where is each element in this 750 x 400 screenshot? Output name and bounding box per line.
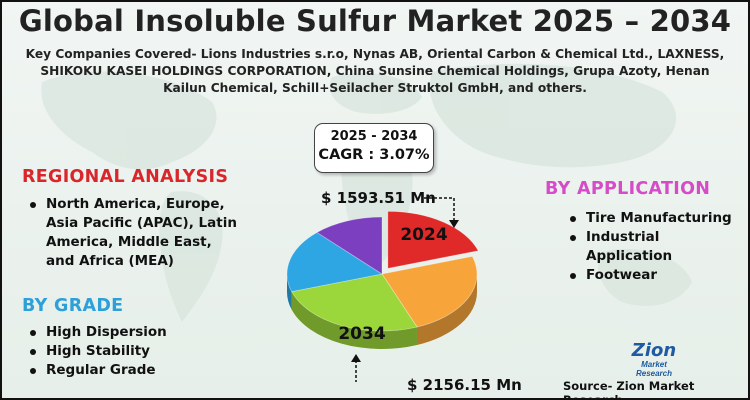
zion-logo: Zion Market Research: [622, 340, 686, 379]
callout-arrow-2034: [351, 354, 361, 362]
list-item: Regular Grade: [28, 361, 228, 380]
value-2034-label: $ 2156.15 Mn: [407, 376, 522, 394]
pie-slice: [381, 255, 478, 328]
pie-slice-side: [416, 274, 477, 345]
list-item: North America, Europe, Asia Pacific (APA…: [28, 195, 243, 271]
by-application-title: BY APPLICATION: [545, 179, 711, 199]
year-2034-label: 2034: [338, 324, 385, 344]
list-item: Footwear: [568, 266, 738, 285]
cagr-box: 2025 - 2034 CAGR : 3.07%: [314, 123, 434, 173]
grade-list: High Dispersion High Stability Regular G…: [28, 323, 228, 380]
application-list: Tire Manufacturing Industrial Applicatio…: [568, 209, 738, 285]
callout-arrow-2024: [449, 220, 459, 228]
pie-callouts: [351, 197, 459, 382]
regional-list: North America, Europe, Asia Pacific (APA…: [28, 195, 243, 271]
source-text: Source- Zion Market Research: [563, 379, 695, 400]
pie-slice: [286, 231, 384, 293]
list-item: High Dispersion: [28, 323, 228, 342]
pie-slice: [316, 216, 383, 275]
key-companies-text: Key Companies Covered- Lions Industries …: [25, 47, 725, 95]
regional-analysis-title: REGIONAL ANALYSIS: [22, 167, 229, 187]
pie-slice-side: [291, 291, 417, 349]
logo-tagline: Market Research: [635, 360, 673, 378]
pie-slice-side: [287, 274, 292, 310]
pie-chart: 2024 2034: [286, 197, 479, 382]
by-grade-title: BY GRADE: [22, 296, 124, 316]
callout-line-2024: [424, 197, 455, 222]
cagr-period: 2025 - 2034: [330, 129, 418, 144]
cagr-value: CAGR : 3.07%: [318, 147, 430, 163]
year-2024-label: 2024: [400, 225, 447, 245]
pie-sides: [287, 274, 477, 349]
list-item: Industrial Application: [568, 228, 738, 266]
logo-name: Zion: [631, 340, 677, 361]
value-2024-label: $ 1593.51 Mn: [321, 189, 436, 207]
page-title: Global Insoluble Sulfur Market 2025 – 20…: [18, 4, 732, 38]
callout-line-2034: [355, 360, 357, 382]
pie-slice: [387, 210, 479, 269]
pie-tops: [286, 210, 479, 332]
list-item: Tire Manufacturing: [568, 209, 738, 228]
pie-slice: [291, 273, 418, 332]
list-item: High Stability: [28, 342, 228, 361]
